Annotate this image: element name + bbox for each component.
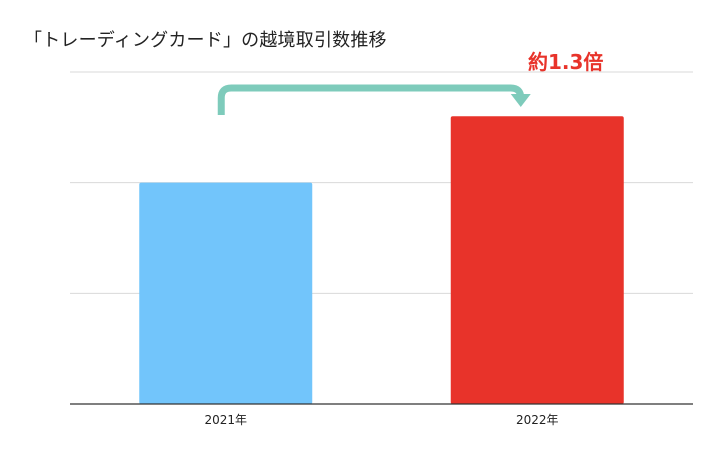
growth-arrow-head: [510, 94, 531, 107]
bar-1: [139, 182, 313, 404]
x-tick-label: 2022年: [516, 413, 559, 427]
x-tick-label: 2021年: [204, 413, 247, 427]
bar-2: [450, 116, 624, 405]
growth-annotation-label: 約1.3倍: [528, 50, 604, 74]
growth-arrow-line: [217, 84, 525, 115]
chart-title: 「トレーディングカード」の越境取引数推移: [24, 30, 387, 51]
